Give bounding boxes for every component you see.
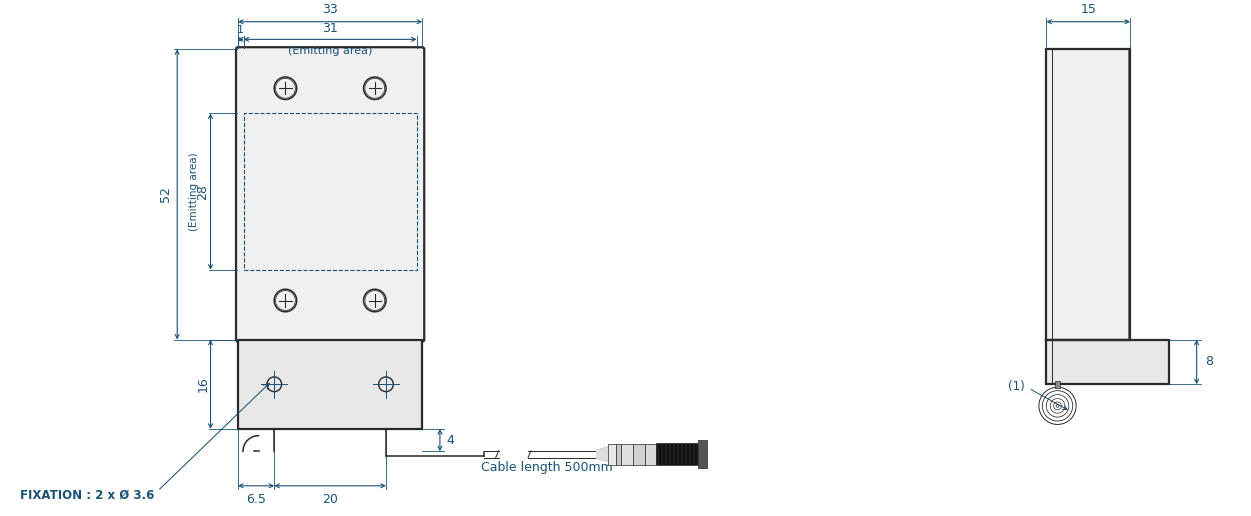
Text: (Emitting area): (Emitting area): [189, 152, 199, 231]
Text: (Emitting area): (Emitting area): [288, 46, 373, 56]
Bar: [617, 444, 622, 465]
Text: 52: 52: [159, 186, 171, 202]
Text: 31: 31: [323, 23, 338, 36]
Bar: [622, 444, 633, 465]
Text: 6.5: 6.5: [246, 493, 266, 506]
Text: FIXATION : 2 x Ø 3.6: FIXATION : 2 x Ø 3.6: [20, 489, 155, 502]
Text: 20: 20: [323, 493, 338, 506]
Text: 4: 4: [447, 433, 454, 447]
Bar: [657, 443, 698, 465]
Bar: [608, 444, 617, 465]
Bar: [1055, 381, 1061, 388]
Bar: [244, 114, 417, 270]
Text: 8: 8: [1206, 356, 1213, 368]
Bar: [633, 444, 644, 465]
Polygon shape: [597, 447, 608, 462]
Text: (1): (1): [1008, 380, 1025, 393]
Bar: [698, 441, 707, 468]
Bar: [1046, 340, 1170, 384]
Text: 16: 16: [196, 376, 209, 392]
Text: 33: 33: [323, 3, 338, 16]
Bar: [644, 444, 657, 465]
Text: 15: 15: [1081, 3, 1096, 16]
Text: 1: 1: [238, 25, 244, 36]
Text: Cable length 500mm: Cable length 500mm: [480, 461, 613, 474]
FancyBboxPatch shape: [236, 47, 424, 342]
Bar: [238, 340, 423, 429]
Text: 28: 28: [196, 184, 209, 200]
Bar: [1046, 49, 1130, 340]
